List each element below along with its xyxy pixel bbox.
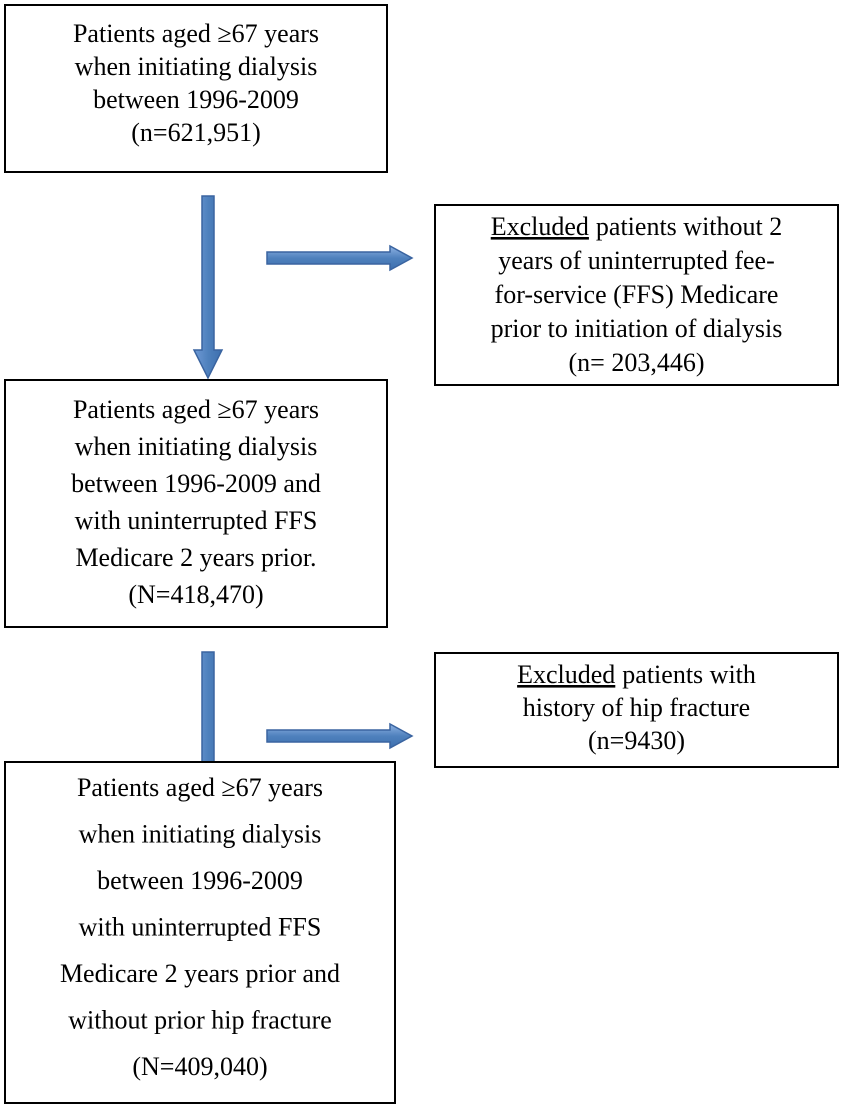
- node: Patients aged ≥67 years when initiating d…: [4, 379, 388, 628]
- right-arrow: [266, 244, 414, 272]
- node-box: [4, 4, 388, 173]
- node-line: with uninterrupted FFS: [75, 506, 318, 535]
- emphasis: Excluded: [491, 212, 589, 241]
- node-box: [434, 204, 839, 386]
- node-line: (n=621,951): [131, 118, 260, 147]
- emphasis: Excluded: [517, 660, 615, 689]
- node: Excluded patients with history of hip frac…: [434, 652, 839, 768]
- node-line: between 1996-2009: [97, 866, 303, 895]
- node-line: when initiating dialysis: [75, 52, 318, 81]
- node: Excluded patients without 2 years of unint…: [434, 204, 839, 386]
- node-box: [4, 761, 396, 1104]
- right-arrow: [266, 722, 414, 750]
- node: Patients aged ≥67 years when initiating d…: [4, 4, 388, 173]
- node-line: prior to initiation of dialysis: [491, 314, 783, 343]
- node-line: without prior hip fracture: [68, 1005, 332, 1034]
- line-text: patients with: [622, 660, 756, 689]
- node-line: (n= 203,446): [569, 348, 705, 377]
- node-line: between 1996-2009: [93, 85, 299, 114]
- node-line: Patients aged ≥67 years: [73, 395, 319, 424]
- node-box: [4, 379, 388, 628]
- down-arrow: [192, 195, 224, 380]
- node-line: Patients aged ≥67 years: [77, 773, 323, 802]
- node-line: Patients aged ≥67 years: [73, 19, 319, 48]
- node-line: with uninterrupted FFS: [79, 912, 322, 941]
- node-line: when initiating dialysis: [79, 819, 322, 848]
- node-line: Medicare 2 years prior.: [75, 543, 316, 572]
- node-line: Excluded patients without 2: [491, 212, 783, 241]
- node: Patients aged ≥67 years when initiating d…: [4, 761, 396, 1104]
- node-line: (n=9430): [588, 726, 685, 755]
- node-line: history of hip fracture: [523, 693, 750, 722]
- node-line: years of uninterrupted fee-: [498, 246, 774, 275]
- node-line: Medicare 2 years prior and: [60, 959, 340, 988]
- node-line: when initiating dialysis: [75, 432, 318, 461]
- node-box: [434, 652, 839, 768]
- node-line: Excluded patients with: [517, 660, 756, 689]
- node-line: (N=418,470): [128, 580, 263, 609]
- line-text: patients without 2: [596, 212, 782, 241]
- node-line: (N=409,040): [132, 1052, 267, 1081]
- node-line: for-service (FFS) Medicare: [495, 280, 779, 309]
- node-line: between 1996-2009 and: [71, 469, 321, 498]
